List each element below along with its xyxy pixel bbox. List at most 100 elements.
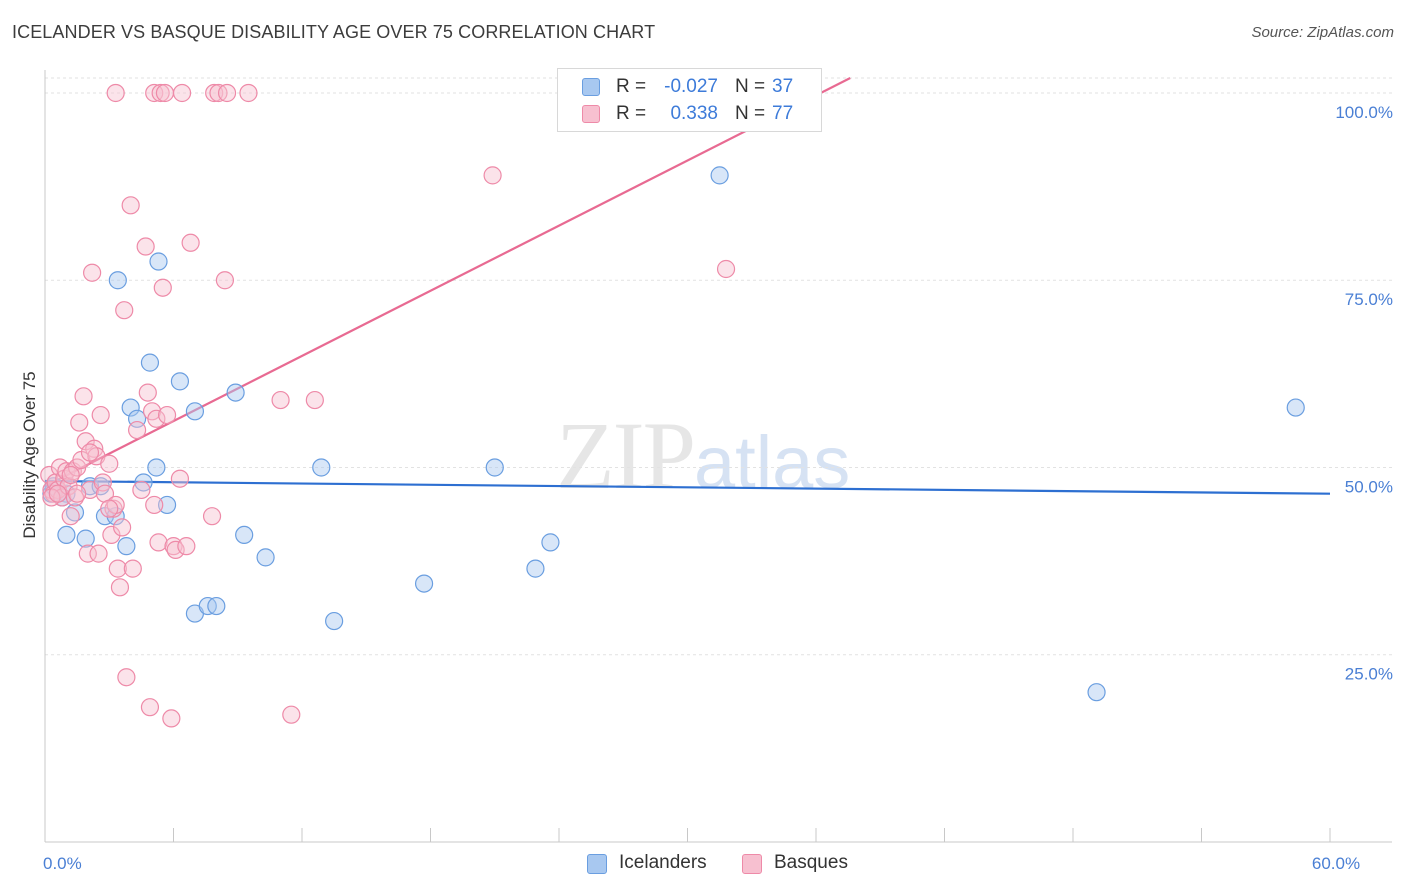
x-tick-label: 0.0% <box>43 854 82 873</box>
legend-swatch-basques <box>582 105 600 123</box>
point-basques <box>74 387 93 406</box>
point-basques <box>110 578 130 597</box>
legend-row-icelanders: R = -0.027 N = 37 <box>558 73 821 101</box>
point-basques <box>716 259 736 279</box>
point-icelanders <box>710 166 729 185</box>
y-tick-label: 25.0% <box>1345 665 1393 684</box>
legend-row-basques: R = 0.338 N = 77 <box>558 100 821 128</box>
point-basques <box>282 705 301 724</box>
point-basques <box>95 484 115 503</box>
point-icelanders <box>140 353 160 372</box>
y-tick-label: 50.0% <box>1345 477 1393 496</box>
y-axis-title: Disability Age Over 75 <box>20 371 39 538</box>
point-icelanders <box>325 611 344 631</box>
watermark-zip: ZIP <box>556 402 696 509</box>
point-icelanders <box>1087 683 1106 702</box>
chart-source: Source: ZipAtlas.com <box>1251 24 1394 41</box>
point-basques <box>149 533 168 552</box>
point-basques <box>202 507 222 526</box>
point-icelanders <box>235 525 254 545</box>
legend-r-value: -0.027 <box>664 76 718 97</box>
point-basques <box>102 525 121 545</box>
correlation-legend: R = -0.027 N = 37 R = 0.338 N = 77 <box>557 68 822 132</box>
point-basques <box>177 537 196 556</box>
point-basques <box>151 83 170 103</box>
watermark: ZIPatlas <box>556 400 850 511</box>
point-basques <box>157 405 177 425</box>
bottom-legend-swatch-icelanders <box>587 854 607 874</box>
point-basques <box>100 454 119 473</box>
point-icelanders <box>147 458 166 477</box>
legend-swatch-icelanders <box>582 78 600 96</box>
point-icelanders <box>256 548 275 567</box>
legend-n-value: 37 <box>772 76 794 97</box>
point-basques <box>68 484 87 503</box>
point-icelanders <box>108 271 127 290</box>
y-tick-label: 100.0% <box>1335 103 1393 122</box>
x-tick-label: 60.0% <box>1312 854 1360 873</box>
tick-labels: 25.0% 50.0% 75.0% 100.0% 0.0% 60.0% <box>43 103 1393 873</box>
legend-r-label: R = <box>616 103 647 124</box>
point-icelanders <box>1286 398 1305 417</box>
point-basques <box>123 559 142 578</box>
point-basques <box>100 499 119 518</box>
legend-n-value: 77 <box>772 103 794 124</box>
point-icelanders <box>149 252 168 271</box>
point-basques <box>483 166 502 185</box>
point-basques <box>162 709 181 728</box>
point-basques <box>215 271 234 290</box>
point-basques <box>155 83 175 103</box>
y-tick-label: 75.0% <box>1345 290 1393 309</box>
point-basques <box>117 668 136 687</box>
bottom-legend-swatch-basques <box>742 854 762 874</box>
point-icelanders <box>185 402 205 421</box>
data-points <box>40 83 1305 728</box>
point-basques <box>127 420 147 440</box>
point-basques <box>145 83 164 103</box>
point-icelanders <box>170 372 190 391</box>
axes <box>44 70 1392 843</box>
legend-n-label: N = <box>735 103 766 124</box>
legend-n-label: N = <box>735 76 766 97</box>
chart-title: ICELANDER VS BASQUE DISABILITY AGE OVER … <box>12 22 656 42</box>
point-basques <box>48 484 67 503</box>
point-basques <box>112 518 132 537</box>
point-basques <box>217 83 237 103</box>
legend-r-value: 0.338 <box>670 103 718 124</box>
point-icelanders <box>76 529 95 548</box>
point-icelanders <box>414 574 434 593</box>
point-basques <box>83 263 102 282</box>
watermark-atlas: atlas <box>694 421 851 504</box>
point-icelanders <box>57 525 76 545</box>
point-icelanders <box>226 383 245 402</box>
trend-line-icelanders <box>44 479 1331 495</box>
point-basques <box>80 443 100 462</box>
point-basques <box>40 465 59 485</box>
bottom-legend-label-icelanders: Icelanders <box>619 852 707 873</box>
point-icelanders <box>541 533 560 552</box>
point-basques <box>166 540 185 559</box>
point-icelanders <box>117 537 136 556</box>
point-basques <box>172 83 192 103</box>
point-basques <box>115 301 134 320</box>
point-basques <box>239 83 258 103</box>
point-basques <box>61 507 80 526</box>
point-basques <box>140 698 160 717</box>
point-basques <box>181 233 200 252</box>
point-icelanders <box>526 559 545 578</box>
point-icelanders <box>134 473 153 492</box>
point-basques <box>89 544 108 563</box>
point-basques <box>136 237 155 256</box>
point-icelanders <box>121 398 140 417</box>
point-basques <box>205 83 224 103</box>
point-basques <box>70 413 89 432</box>
point-basques <box>170 469 190 488</box>
point-basques <box>305 390 324 410</box>
point-basques <box>121 196 140 215</box>
point-basques <box>271 390 290 410</box>
point-icelanders <box>207 596 226 616</box>
point-icelanders <box>485 458 504 477</box>
point-basques <box>132 480 151 500</box>
grid-lines <box>45 77 1392 656</box>
